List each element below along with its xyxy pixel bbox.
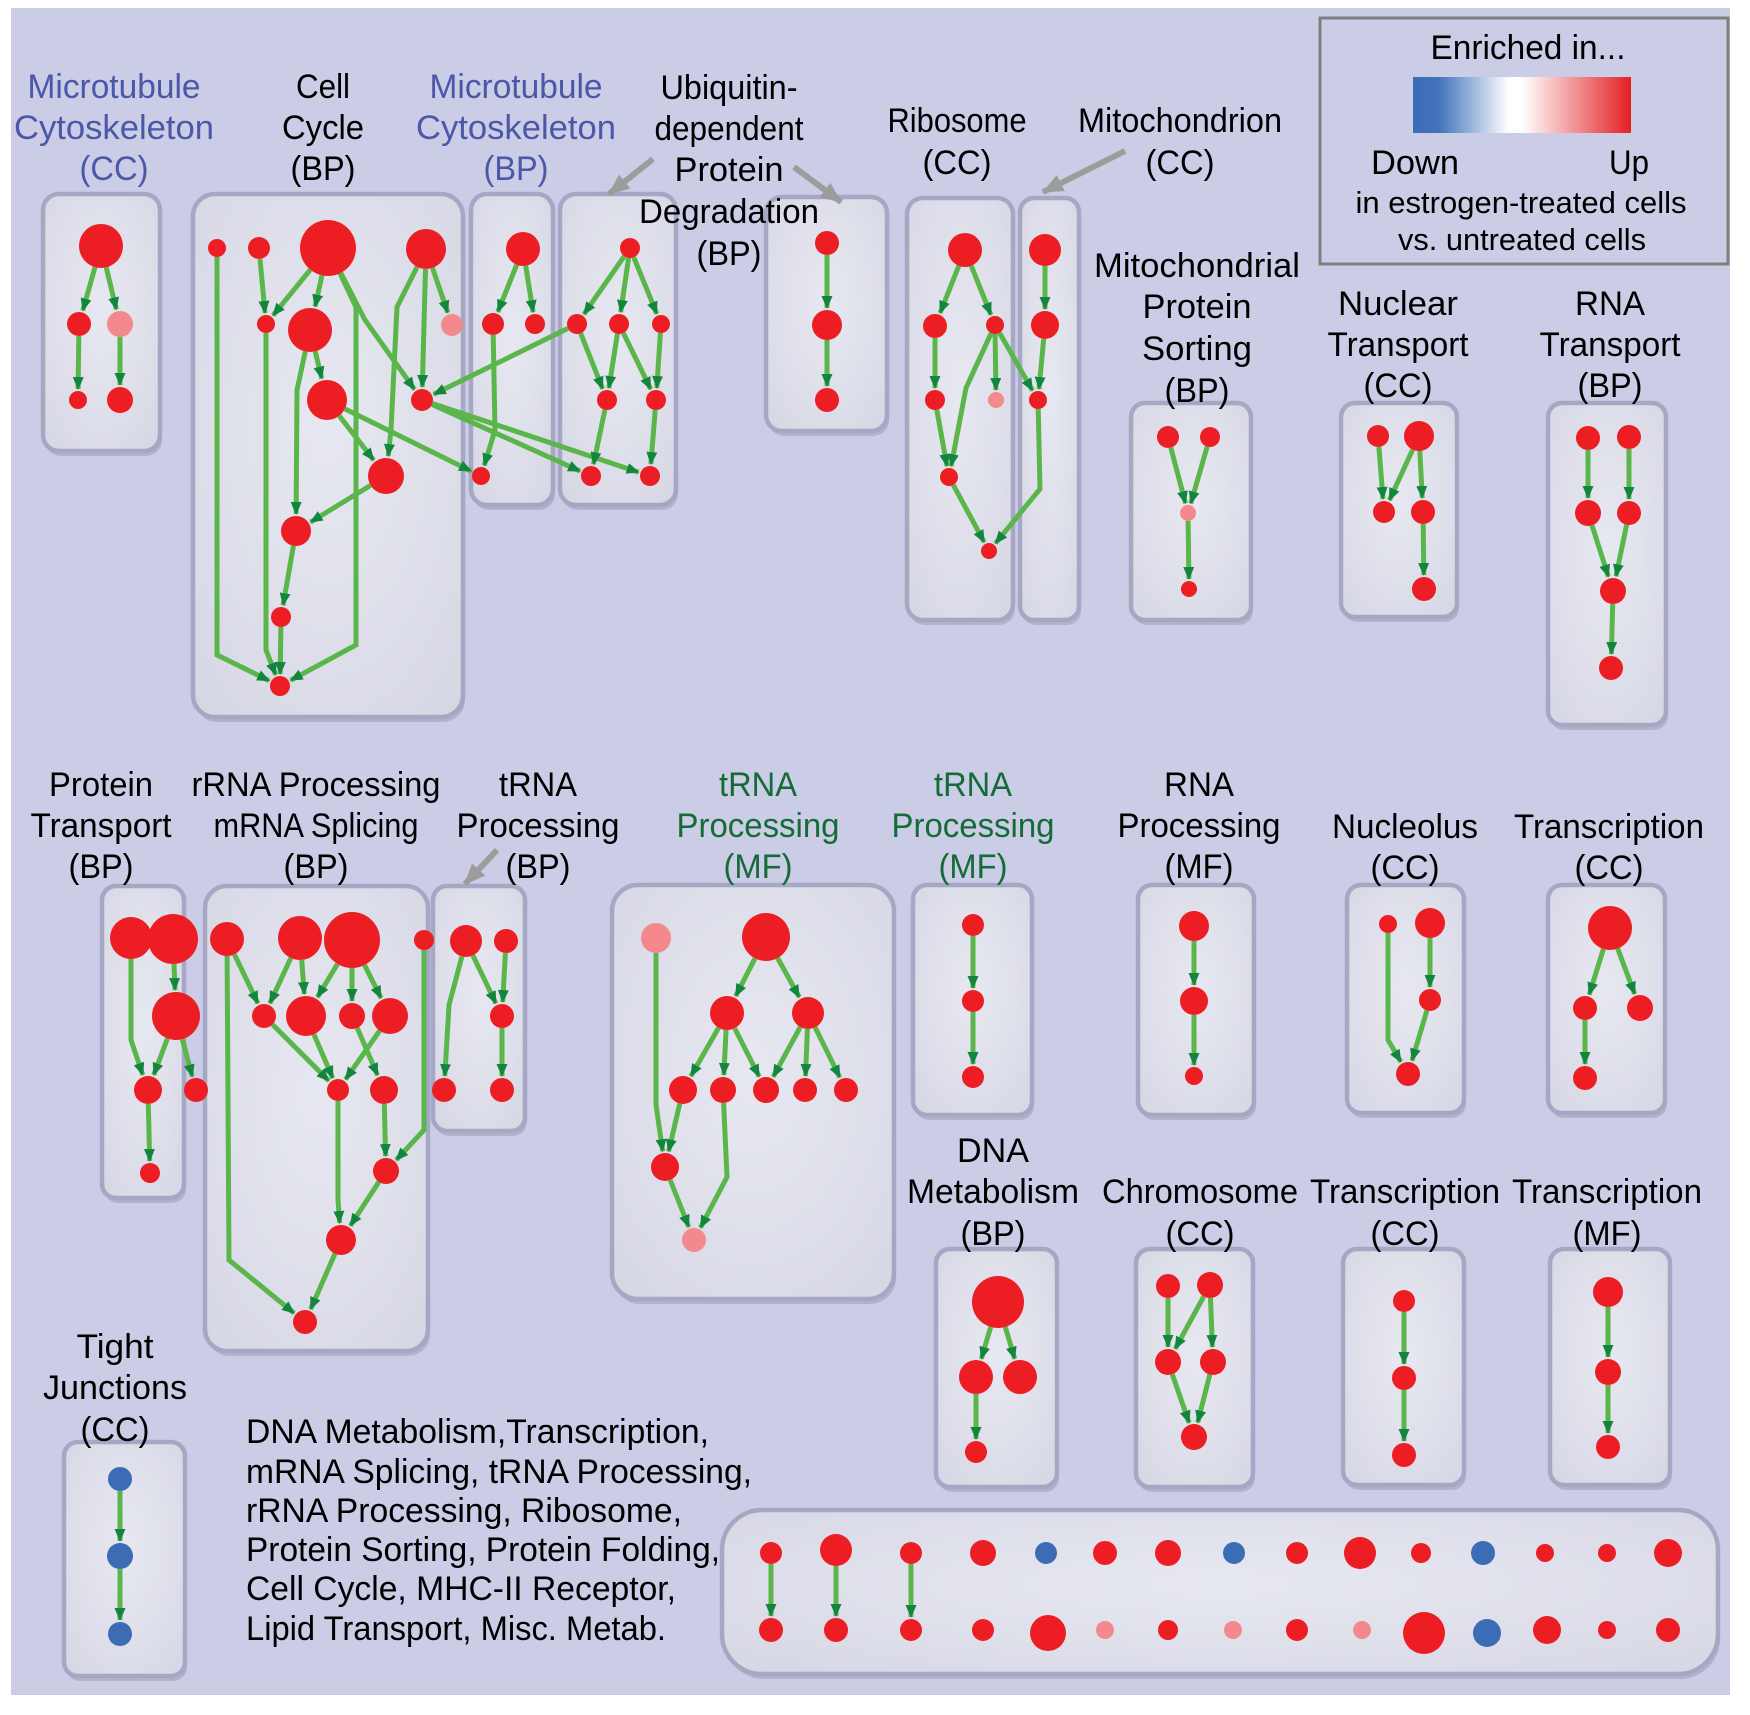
svg-text:tRNA: tRNA bbox=[499, 766, 577, 804]
svg-text:(BP): (BP) bbox=[291, 150, 356, 188]
svg-text:in estrogen-treated cells: in estrogen-treated cells bbox=[1356, 185, 1687, 220]
svg-text:(CC): (CC) bbox=[80, 150, 149, 188]
svg-text:rRNA Processing: rRNA Processing bbox=[192, 766, 441, 804]
svg-text:(CC): (CC) bbox=[1364, 367, 1433, 405]
svg-text:Transport: Transport bbox=[1540, 326, 1682, 364]
svg-text:(MF): (MF) bbox=[724, 848, 793, 886]
svg-text:RNA: RNA bbox=[1575, 285, 1645, 323]
svg-text:Cytoskeleton: Cytoskeleton bbox=[14, 109, 214, 147]
svg-text:tRNA: tRNA bbox=[719, 766, 797, 804]
svg-text:(BP): (BP) bbox=[69, 848, 134, 886]
svg-text:(CC): (CC) bbox=[1371, 849, 1440, 887]
svg-text:Cytoskeleton: Cytoskeleton bbox=[416, 109, 616, 147]
svg-text:Protein: Protein bbox=[675, 151, 784, 189]
svg-text:Down: Down bbox=[1371, 144, 1459, 182]
svg-text:(BP): (BP) bbox=[1165, 372, 1230, 410]
svg-text:(MF): (MF) bbox=[1573, 1215, 1642, 1253]
svg-text:Tight: Tight bbox=[77, 1328, 155, 1366]
svg-text:Mitochondrion: Mitochondrion bbox=[1078, 102, 1282, 140]
svg-text:Enriched in...: Enriched in... bbox=[1431, 29, 1626, 67]
svg-text:(BP): (BP) bbox=[284, 848, 349, 886]
svg-text:(CC): (CC) bbox=[1166, 1215, 1235, 1253]
svg-text:Nucleolus: Nucleolus bbox=[1332, 808, 1478, 846]
svg-text:mRNA Splicing, tRNA Processing: mRNA Splicing, tRNA Processing, bbox=[246, 1453, 752, 1491]
svg-text:Processing: Processing bbox=[457, 807, 620, 845]
svg-text:(BP): (BP) bbox=[1578, 367, 1643, 405]
svg-text:Cell Cycle, MHC-II Receptor,: Cell Cycle, MHC-II Receptor, bbox=[246, 1570, 676, 1608]
svg-text:Cell: Cell bbox=[296, 68, 350, 106]
svg-text:(MF): (MF) bbox=[1165, 848, 1234, 886]
svg-text:Transport: Transport bbox=[1328, 326, 1470, 364]
svg-text:Cycle: Cycle bbox=[282, 109, 364, 147]
svg-text:Protein: Protein bbox=[1143, 288, 1252, 326]
svg-text:Microtubule: Microtubule bbox=[430, 68, 603, 106]
svg-text:Nuclear: Nuclear bbox=[1338, 285, 1458, 323]
svg-text:(CC): (CC) bbox=[923, 144, 992, 182]
svg-text:Protein: Protein bbox=[49, 766, 153, 804]
svg-text:Up: Up bbox=[1609, 144, 1649, 182]
svg-text:Transcription: Transcription bbox=[1512, 1173, 1702, 1211]
svg-text:DNA: DNA bbox=[957, 1132, 1029, 1170]
svg-text:(BP): (BP) bbox=[506, 848, 571, 886]
svg-text:(BP): (BP) bbox=[697, 235, 762, 273]
svg-text:Degradation: Degradation bbox=[639, 193, 819, 231]
svg-text:Sorting: Sorting bbox=[1142, 330, 1252, 368]
svg-text:(BP): (BP) bbox=[484, 150, 549, 188]
svg-text:Processing: Processing bbox=[1118, 807, 1281, 845]
svg-text:Ubiquitin-: Ubiquitin- bbox=[661, 69, 798, 107]
svg-text:mRNA Splicing: mRNA Splicing bbox=[214, 807, 419, 845]
svg-text:vs. untreated cells: vs. untreated cells bbox=[1398, 222, 1646, 257]
svg-text:Transcription: Transcription bbox=[1514, 808, 1704, 846]
svg-text:Metabolism: Metabolism bbox=[907, 1173, 1079, 1211]
svg-text:Microtubule: Microtubule bbox=[28, 68, 201, 106]
svg-text:(MF): (MF) bbox=[939, 848, 1008, 886]
svg-text:Lipid Transport, Misc. Metab.: Lipid Transport, Misc. Metab. bbox=[246, 1610, 666, 1648]
svg-text:RNA: RNA bbox=[1164, 766, 1234, 804]
svg-text:Chromosome: Chromosome bbox=[1102, 1173, 1298, 1211]
svg-text:rRNA Processing, Ribosome,: rRNA Processing, Ribosome, bbox=[246, 1492, 682, 1530]
svg-text:Transport: Transport bbox=[31, 807, 173, 845]
svg-text:Processing: Processing bbox=[677, 807, 840, 845]
svg-text:Protein Sorting, Protein Foldi: Protein Sorting, Protein Folding, bbox=[246, 1531, 720, 1569]
svg-text:(BP): (BP) bbox=[961, 1215, 1026, 1253]
svg-text:tRNA: tRNA bbox=[934, 766, 1012, 804]
svg-text:Processing: Processing bbox=[892, 807, 1055, 845]
svg-text:(CC): (CC) bbox=[1371, 1215, 1440, 1253]
svg-text:DNA Metabolism,Transcription,: DNA Metabolism,Transcription, bbox=[246, 1413, 709, 1451]
svg-text:Transcription: Transcription bbox=[1310, 1173, 1500, 1211]
svg-text:(CC): (CC) bbox=[1575, 849, 1644, 887]
svg-text:Ribosome: Ribosome bbox=[888, 102, 1027, 140]
svg-text:Junctions: Junctions bbox=[43, 1369, 187, 1407]
svg-text:Mitochondrial: Mitochondrial bbox=[1094, 247, 1300, 285]
svg-text:(CC): (CC) bbox=[1146, 144, 1215, 182]
svg-text:(CC): (CC) bbox=[81, 1411, 150, 1449]
svg-text:dependent: dependent bbox=[655, 110, 804, 148]
